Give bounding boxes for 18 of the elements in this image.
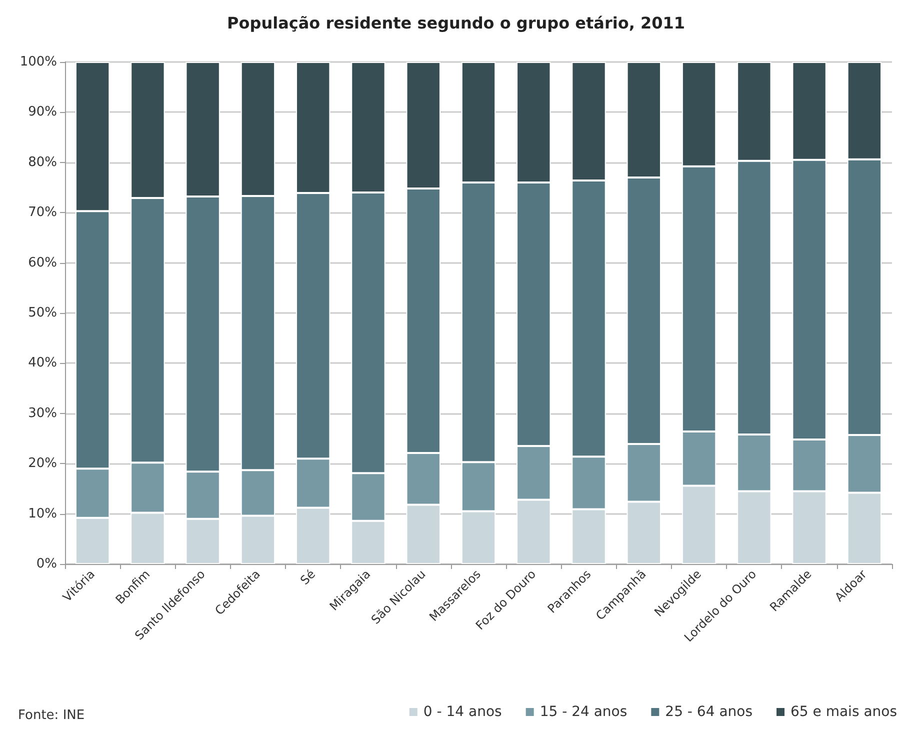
legend-label: 0 - 14 anos <box>423 704 502 720</box>
y-tick-label: 70% <box>28 205 57 220</box>
y-tick-label: 80% <box>28 154 57 170</box>
y-tick-label: 0% <box>36 556 57 572</box>
y-tick-label: 10% <box>28 506 57 522</box>
chart-title: População residente segundo o grupo etário, 2011 <box>227 14 685 32</box>
y-tick-label: 90% <box>28 104 57 120</box>
y-tick-label: 100% <box>20 54 57 70</box>
y-tick-label: 30% <box>28 406 57 421</box>
legend-label: 15 - 24 anos <box>540 704 628 720</box>
y-tick-label: 50% <box>28 306 57 320</box>
x-tick-label: Sé <box>298 567 318 588</box>
y-tick-label: 20% <box>28 456 57 472</box>
source-note: Fonte: INE <box>18 708 85 723</box>
y-tick-label: 40% <box>28 356 57 371</box>
legend-label: 65 e mais anos <box>790 704 898 720</box>
y-tick-label: 60% <box>28 255 57 270</box>
legend-label: 25 - 64 anos <box>665 704 753 720</box>
